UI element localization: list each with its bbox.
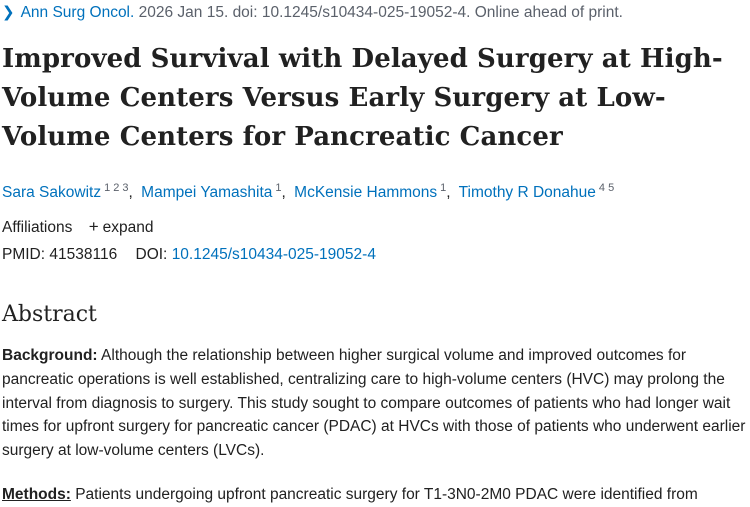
background-label: Background:: [2, 347, 98, 364]
citation-details: 2026 Jan 15. doi: 10.1245/s10434-025-190…: [138, 4, 623, 21]
author-affil-refs[interactable]: 1: [275, 182, 282, 194]
doi-label: DOI:: [135, 246, 168, 263]
author-link[interactable]: Mampei Yamashita: [141, 184, 273, 201]
author-link[interactable]: McKensie Hammons: [294, 184, 438, 201]
author-affil-refs[interactable]: 1 2 3: [104, 182, 129, 194]
background-text: Although the relationship between higher…: [2, 347, 746, 460]
pmid-label: PMID:: [2, 246, 46, 263]
author-separator: ,: [281, 184, 286, 201]
citation-line: ❯ Ann Surg Oncol. 2026 Jan 15. doi: 10.12…: [2, 3, 623, 23]
author-list: Sara Sakowitz 1 2 3, Mampei Yamashita 1, M…: [2, 177, 614, 204]
author-affil-refs[interactable]: 1: [440, 182, 447, 194]
identifiers-row: PMID: 41538116 DOI: 10.1245/s10434-025-1…: [2, 244, 376, 266]
affiliations-expand-button[interactable]: + expand: [77, 217, 154, 236]
methods-text: Patients undergoing upfront pancreatic s…: [70, 486, 698, 503]
journal-link[interactable]: Ann Surg Oncol.: [20, 4, 135, 21]
abstract-background: Background: Although the relationship be…: [2, 344, 750, 463]
chevron-right-icon: ❯: [2, 4, 15, 21]
affiliations-row: Affiliations + expand: [2, 216, 153, 239]
abstract-methods: Methods: Patients undergoing upfront pan…: [2, 483, 750, 507]
affiliations-label: Affiliations: [2, 219, 73, 236]
author-affil-refs[interactable]: 4 5: [598, 182, 615, 194]
author-link[interactable]: Sara Sakowitz: [2, 184, 102, 201]
author-separator: ,: [128, 184, 133, 201]
abstract-heading: Abstract: [2, 302, 97, 327]
doi-link[interactable]: 10.1245/s10434-025-19052-4: [171, 246, 376, 263]
methods-label: Methods:: [2, 486, 71, 503]
plus-icon[interactable]: +: [88, 217, 99, 236]
author-link[interactable]: Timothy R Donahue: [458, 184, 596, 201]
pmid-value: 41538116: [49, 246, 118, 263]
expand-label[interactable]: expand: [102, 219, 154, 236]
article-title: Improved Survival with Delayed Surgery a…: [2, 44, 723, 152]
author-separator: ,: [446, 184, 451, 201]
